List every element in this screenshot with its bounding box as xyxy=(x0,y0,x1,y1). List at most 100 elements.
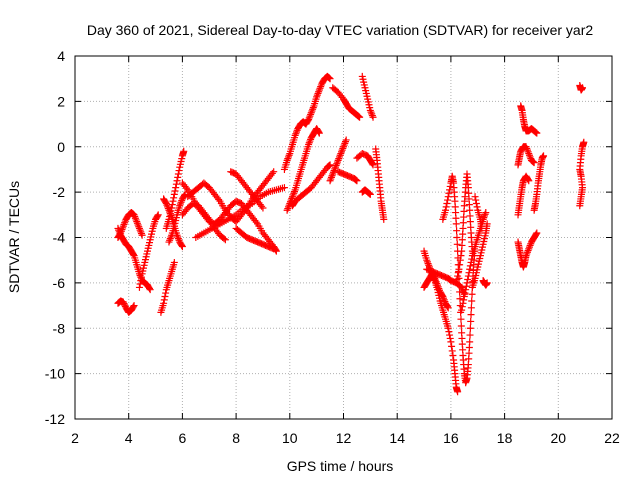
data-point xyxy=(177,198,185,206)
data-point xyxy=(453,275,461,283)
data-point xyxy=(456,288,464,296)
data-point xyxy=(329,170,337,178)
series-track-31 xyxy=(468,220,491,291)
data-point xyxy=(138,231,146,239)
data-point xyxy=(447,338,455,346)
data-point xyxy=(307,110,315,118)
data-point xyxy=(129,251,137,259)
data-point xyxy=(458,306,466,314)
data-point xyxy=(525,177,533,185)
data-point xyxy=(468,290,476,298)
data-point xyxy=(444,193,452,201)
data-point xyxy=(423,256,431,264)
data-point xyxy=(252,218,260,226)
data-point xyxy=(293,128,301,136)
data-point xyxy=(523,144,531,152)
data-point xyxy=(121,219,129,227)
data-point xyxy=(165,238,173,246)
series-track-15 xyxy=(280,72,334,173)
series-track-32 xyxy=(471,193,486,232)
series-track-33 xyxy=(479,277,491,289)
data-point xyxy=(326,161,334,169)
data-point xyxy=(173,177,181,185)
data-point xyxy=(468,255,476,263)
data-point xyxy=(445,189,453,197)
data-point xyxy=(452,279,460,287)
data-point xyxy=(332,161,340,169)
data-point xyxy=(259,204,267,212)
y-tick-label: -10 xyxy=(45,366,65,382)
data-point xyxy=(453,234,461,241)
data-point xyxy=(135,283,143,291)
data-point xyxy=(317,83,325,91)
data-point xyxy=(446,331,454,339)
data-point xyxy=(368,112,376,120)
data-point xyxy=(480,212,488,220)
data-point xyxy=(305,116,313,124)
y-tick-label: -6 xyxy=(53,275,66,291)
data-point xyxy=(326,177,334,185)
x-tick-label: 16 xyxy=(443,430,459,446)
data-point xyxy=(270,245,278,253)
series-track-1 xyxy=(114,297,138,316)
data-point xyxy=(268,169,276,177)
data-point xyxy=(134,221,142,229)
data-point xyxy=(472,199,480,207)
series-track-13 xyxy=(227,168,267,212)
data-point xyxy=(119,224,127,232)
data-point xyxy=(444,324,452,332)
x-tick-label: 14 xyxy=(389,430,405,446)
data-point xyxy=(525,150,533,158)
data-point xyxy=(524,148,532,156)
data-point xyxy=(455,265,463,273)
x-tick-label: 10 xyxy=(282,430,298,446)
data-point xyxy=(309,104,317,112)
data-point xyxy=(315,128,323,136)
data-point xyxy=(174,233,182,241)
data-point xyxy=(174,170,182,178)
data-point xyxy=(457,322,465,330)
data-point xyxy=(315,88,323,96)
data-point xyxy=(174,235,182,243)
data-point xyxy=(523,250,531,258)
x-tick-label: 20 xyxy=(551,430,567,446)
data-point xyxy=(290,188,298,196)
data-point xyxy=(305,140,313,148)
data-point xyxy=(523,248,531,256)
data-point xyxy=(444,303,452,311)
data-point xyxy=(331,163,339,171)
data-point xyxy=(522,143,530,151)
data-point xyxy=(280,184,288,192)
data-point xyxy=(459,299,467,307)
data-point xyxy=(456,256,464,264)
data-point xyxy=(337,150,345,158)
data-point xyxy=(540,152,548,160)
data-point xyxy=(309,105,317,113)
data-point xyxy=(342,136,350,144)
data-point xyxy=(168,204,176,212)
data-point xyxy=(463,279,471,287)
data-point xyxy=(160,296,168,304)
data-point xyxy=(178,241,186,249)
data-point xyxy=(313,91,321,99)
data-point xyxy=(182,184,190,192)
data-point xyxy=(305,139,313,147)
data-point xyxy=(220,235,228,243)
series-track-3 xyxy=(114,209,146,241)
data-point xyxy=(314,89,322,97)
series-track-38 xyxy=(530,152,548,214)
data-point xyxy=(168,201,176,209)
y-tick-label: -12 xyxy=(45,411,65,427)
series-track-36 xyxy=(514,143,538,169)
data-point xyxy=(117,227,125,235)
data-point xyxy=(341,139,349,147)
y-tick-label: 0 xyxy=(57,139,65,155)
data-point xyxy=(133,218,141,226)
series-track-7 xyxy=(162,147,188,232)
data-point xyxy=(446,334,454,342)
data-point xyxy=(292,130,300,138)
series-track-4 xyxy=(135,211,162,291)
data-point xyxy=(522,252,530,260)
